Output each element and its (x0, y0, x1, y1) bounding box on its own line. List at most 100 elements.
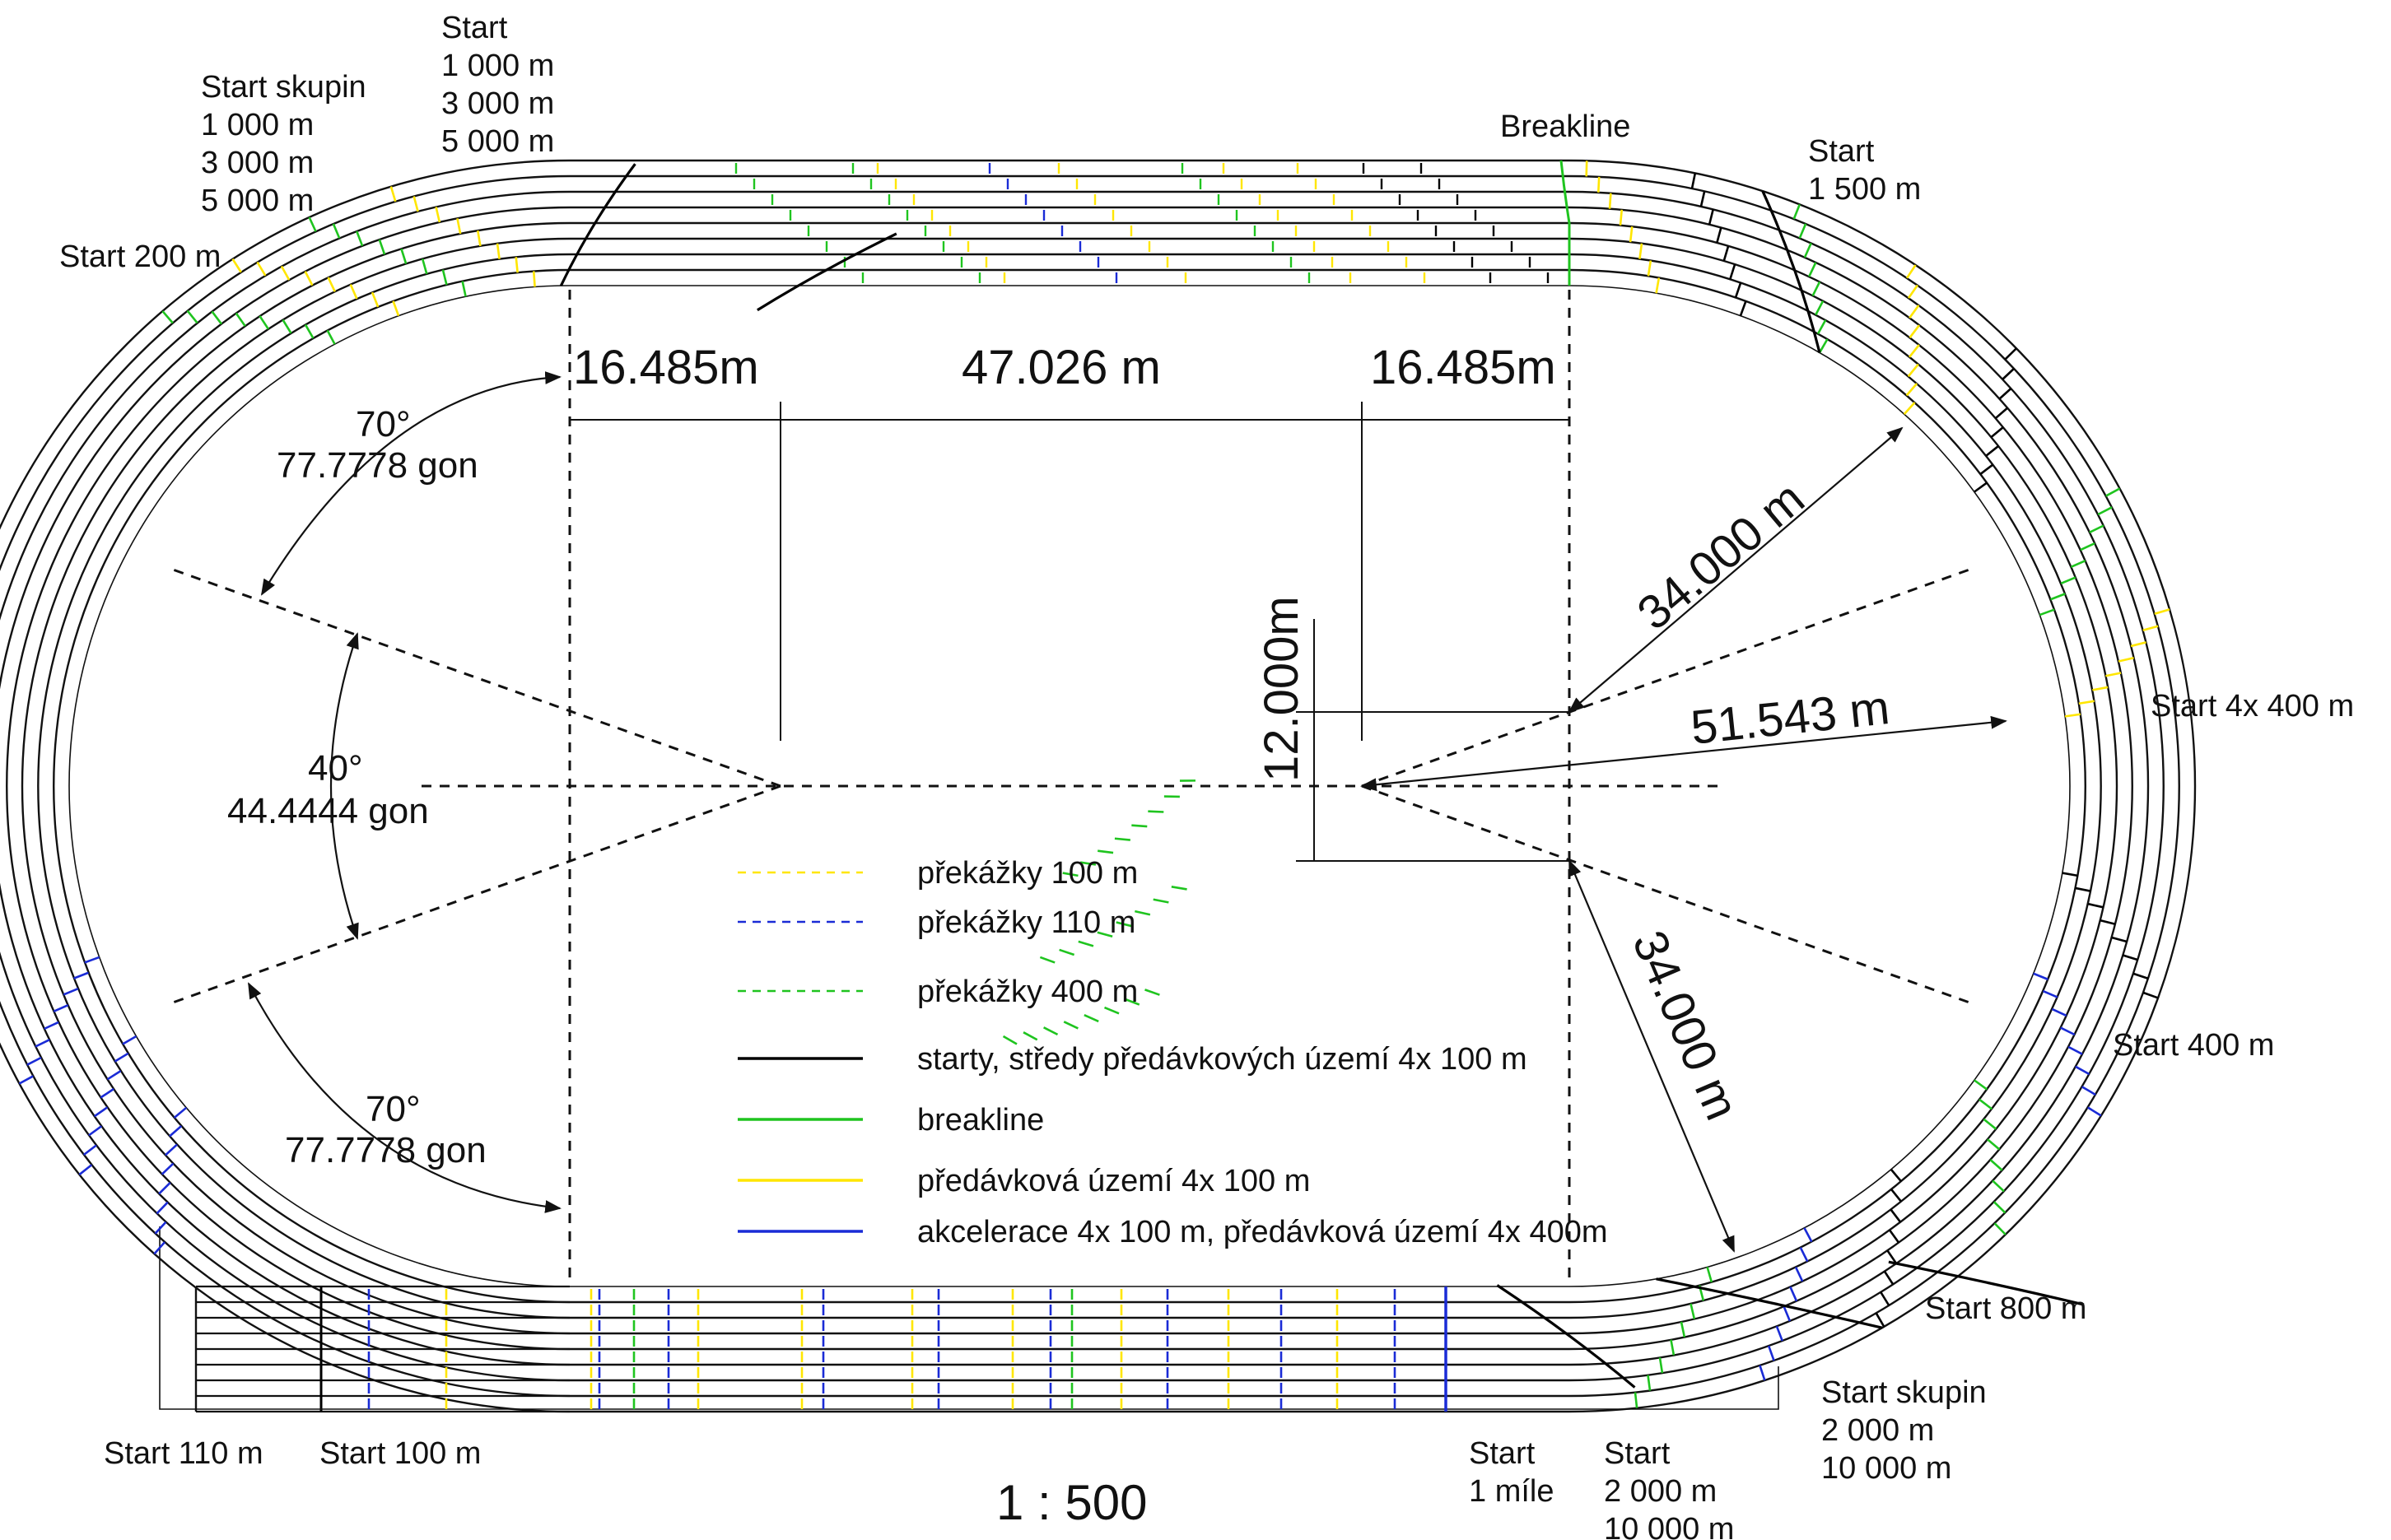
bend-mark (2111, 936, 2128, 943)
bend-mark (53, 1004, 69, 1013)
bend-mark (2050, 593, 2066, 601)
bend-mark (1794, 1266, 1804, 1282)
bend-mark (156, 1201, 169, 1215)
dim-right-bend: 16.485m (1370, 341, 1556, 394)
bend-mark (1124, 998, 1140, 1006)
bend-mark (93, 1106, 109, 1118)
bend-mark (1775, 1325, 1783, 1342)
bend-mark (1815, 300, 1825, 316)
bend-mark (1716, 227, 1722, 244)
bend-mark (515, 257, 519, 273)
bend-mark (73, 971, 89, 979)
label-start-400: Start 400 m (2113, 1028, 2274, 1063)
bend-mark (18, 1075, 34, 1085)
bend-mark (1890, 1208, 1902, 1223)
dim-offset: 12.000m (1255, 596, 1308, 782)
label-start-200: Start 200 m (59, 240, 221, 274)
bend-mark (78, 1164, 93, 1176)
bend-mark (378, 239, 386, 255)
bend-mark (1886, 1249, 1898, 1264)
bend-mark (256, 261, 267, 277)
bend-mark (2064, 713, 2081, 718)
label-start-top: Start 1 000 m 3 000 m 5 000 m (441, 11, 563, 159)
bend-mark (1116, 921, 1132, 928)
bend-mark (2087, 1106, 2102, 1117)
bend-mark (1974, 1079, 1988, 1091)
bend-mark (165, 1143, 178, 1156)
lane-line (52, 268, 2087, 1304)
bend-mark (1079, 861, 1097, 866)
bend-mark (1989, 1159, 2003, 1171)
lane-line (0, 174, 2181, 1398)
bend-mark (1144, 989, 1160, 996)
bend-mark (1739, 300, 1747, 317)
bend-mark (389, 186, 397, 202)
bend-mark (1596, 176, 1601, 193)
sprint-straight (159, 1226, 1779, 1413)
angle-bottom-deg: 70° (366, 1089, 421, 1129)
bend-mark (1818, 338, 1829, 354)
angle-bottom-gon: 77.7778 gon (285, 1130, 487, 1170)
bend-mark (2062, 872, 2078, 877)
bend-mark (2075, 886, 2091, 892)
bend-mark (1647, 1375, 1652, 1391)
bend-mark (1888, 1229, 1900, 1244)
label-start-skupin-bottom: Start skupin 2 000 m 10 000 m (1821, 1375, 1995, 1486)
bend-mark (1706, 1267, 1713, 1283)
bend-mark (2033, 972, 2048, 981)
start-2000-line (1656, 1277, 1883, 1329)
angle-mid-deg: 40° (308, 748, 363, 789)
legend-label: breakline (917, 1103, 1044, 1138)
bend-mark (1680, 1321, 1686, 1338)
label-start-4x400: Start 4x 400 m (2151, 689, 2354, 723)
legend-label: předávková území 4x 100 m (917, 1164, 1310, 1198)
bend-mark (400, 248, 408, 264)
label-start-110: Start 110 m (104, 1436, 263, 1471)
bend-mark (282, 319, 292, 334)
sprint-outline (159, 1226, 1779, 1410)
legend-label: překážky 110 m (917, 905, 1135, 940)
bend-mark (1875, 1312, 1885, 1328)
bend-mark (1084, 1014, 1099, 1023)
bend-mark (1655, 277, 1661, 294)
lane-line (68, 285, 2071, 1287)
bend-mark (1629, 226, 1634, 243)
bend-mark (1811, 281, 1821, 296)
bend-mark (2118, 656, 2134, 663)
legend: překážky 100 m překážky 110 m překážky 400… (738, 856, 1608, 1249)
legend-label: starty, středy předávkových území 4x 100… (917, 1042, 1527, 1077)
bend-mark (1043, 1026, 1059, 1036)
bend-mark (84, 956, 100, 964)
bend-mark (26, 1056, 42, 1066)
bend-mark (1803, 1227, 1813, 1243)
bend-mark (371, 291, 380, 308)
bend-mark (1023, 1031, 1038, 1041)
bend-mark (280, 265, 291, 281)
start-labels: Start skupin 1 000 m 3 000 m 5 000 m Sta… (59, 11, 2354, 1540)
bend-mark (1909, 305, 1920, 319)
bend-mark (211, 310, 222, 325)
bend-mark (1767, 1345, 1775, 1361)
bend-mark (158, 1182, 171, 1195)
bend-mark (2081, 1086, 2096, 1096)
bend-mark (1690, 1303, 1696, 1319)
start-mile-line (1496, 1284, 1636, 1389)
bend-mark (412, 196, 419, 212)
bend-mark (441, 269, 448, 286)
bend-mark (2092, 686, 2109, 691)
bend-mark (1171, 886, 1187, 891)
bend-mark (1994, 407, 2009, 420)
bend-mark (2060, 1026, 2076, 1036)
label-start-1500: Start 1 500 m (1808, 134, 1921, 207)
bend-mark (1097, 931, 1113, 938)
label-start-100: Start 100 m (319, 1436, 481, 1471)
bend-mark (82, 1144, 97, 1156)
bend-mark (1789, 1286, 1798, 1302)
breakline (1559, 160, 1571, 286)
bend-mark (2132, 972, 2149, 980)
bend-mark (1792, 203, 1801, 220)
bend-mark (161, 1162, 175, 1175)
bend-mark (1699, 191, 1706, 207)
lane-line (5, 221, 2134, 1351)
